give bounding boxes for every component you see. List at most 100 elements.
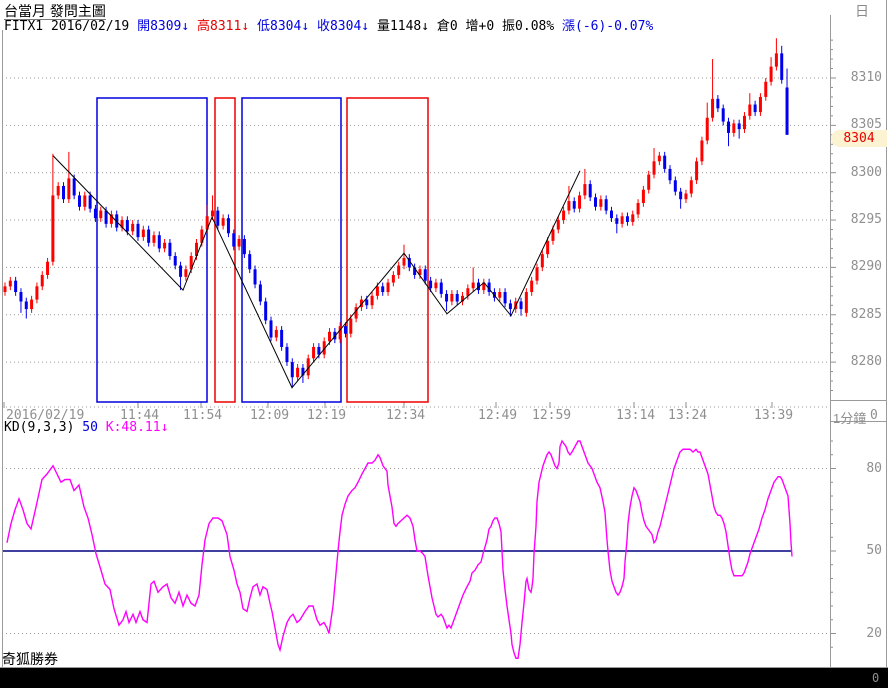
candle [83,195,87,207]
candle [524,292,528,313]
candle [785,87,789,135]
candle [152,235,156,243]
candle [503,292,507,304]
candle [370,295,374,306]
annotation-rect-red[interactable] [214,97,236,403]
candle [51,195,55,262]
title-bar: 台當月 發問主圖 [4,1,106,21]
time-axis-label: 12:59 [532,408,572,423]
candle [572,201,576,209]
candle [546,240,550,255]
quote-field: ↓ [361,19,377,34]
candle [439,282,443,294]
candle [407,257,411,268]
candle [125,220,129,232]
candle [471,282,475,289]
annotation-rect-blue[interactable] [96,97,208,403]
candle [216,210,220,226]
last-price-value: 8304 [843,131,875,146]
price-axis-label: 8280 [850,354,882,370]
time-axis-label: 13:39 [754,408,794,423]
price-axis-label: 8300 [850,164,882,180]
quote-field: 漲(-6)-0.07% [562,19,654,34]
candle [312,346,316,359]
candle [46,261,50,275]
candle [136,223,140,238]
candle [684,193,688,200]
time-axis-label: 11:54 [183,408,223,423]
candle [631,214,635,222]
candle [306,358,310,376]
candle [338,326,342,340]
price-axis-label: 8285 [850,306,882,322]
candle [721,108,725,122]
price-axis-label: 8310 [850,70,882,85]
candle [77,195,81,207]
annotation-rect-blue[interactable] [241,97,342,403]
candle [274,329,278,338]
candle [647,174,651,190]
candle [19,292,23,302]
candle [663,155,667,169]
trendline[interactable] [52,155,581,389]
candle [620,216,624,224]
quote-field: 倉0 增+0 振0.08% [436,19,562,34]
candle [780,53,784,80]
candle [695,161,699,181]
candle [56,185,60,196]
candle [317,346,321,355]
candle [769,66,773,82]
candle [301,367,305,376]
time-axis-label: 12:19 [307,408,347,423]
candle [732,123,736,133]
candle [210,210,214,217]
candle [418,269,422,275]
candle [700,140,704,162]
candle [248,254,252,270]
interval-label[interactable]: 1分鐘 [833,411,867,426]
candle [184,269,188,277]
period-day-button[interactable]: 日 [855,3,869,19]
candle [673,180,677,192]
candle [482,282,486,291]
brand-label: 奇狐勝券 [2,651,58,667]
candle [657,155,661,162]
candle [508,303,512,310]
quote-field: ↓ [181,19,198,34]
candle [530,280,534,293]
kd-k-line [6,439,793,659]
candle [264,301,268,321]
annotation-rect-red[interactable] [346,97,429,403]
candle [578,195,582,209]
candle [461,295,465,302]
candle [774,53,778,67]
time-axis-label: 11:44 [120,408,160,423]
candle [519,301,523,310]
candle [753,104,757,113]
candle [328,331,332,342]
candle [173,256,177,266]
candle [604,199,608,211]
candle [343,326,347,334]
quote-field: FITX1 2016/02/19 [4,19,138,34]
quote-field: 收8304 [316,19,362,34]
candle [556,220,560,230]
time-axis-label: 12:49 [478,408,518,423]
candle [280,329,284,347]
candle [285,346,289,363]
candle [434,282,438,289]
price-axis-label: 8295 [850,212,882,228]
candle [679,191,683,200]
candle [764,81,768,97]
candle [195,242,199,257]
candle [322,341,326,355]
time-axis-label: 13:24 [668,408,708,423]
candle [375,286,379,296]
candle [455,293,459,302]
chart-title: 台當月 發問主圖 [4,3,106,20]
candle [296,367,300,378]
kd-axis-label: 50 [866,543,882,558]
candle [365,299,369,306]
